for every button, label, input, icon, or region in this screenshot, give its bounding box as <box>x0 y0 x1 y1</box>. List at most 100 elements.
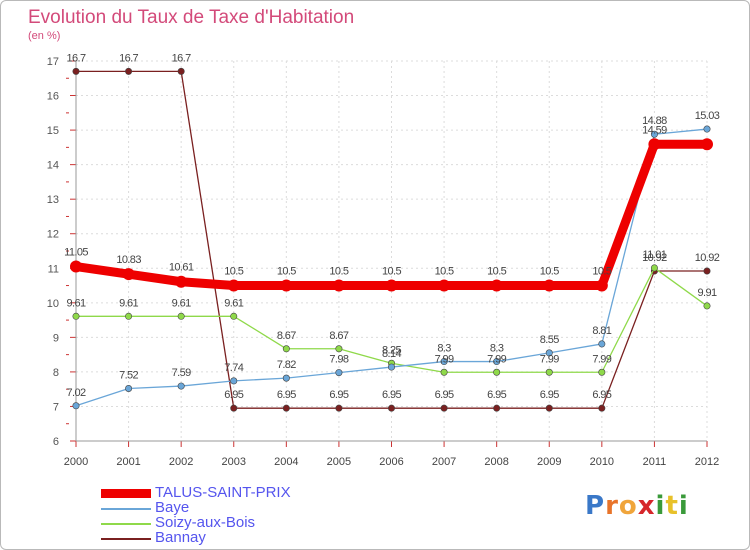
data-point <box>175 275 188 288</box>
data-label: 10.5 <box>487 266 506 278</box>
data-point <box>72 402 80 410</box>
data-point <box>125 384 133 392</box>
data-point <box>545 349 553 357</box>
x-tick-label: 2010 <box>590 456 614 468</box>
data-label: 7.74 <box>224 362 243 374</box>
y-tick-label: 12 <box>47 229 59 241</box>
data-point <box>177 312 185 320</box>
chart-unit-label: (en %) <box>28 30 61 42</box>
data-point <box>440 368 448 376</box>
data-point <box>282 374 290 382</box>
data-label: 10.5 <box>592 266 611 278</box>
data-label: 6.95 <box>592 389 611 401</box>
data-label: 8.3 <box>490 343 504 355</box>
data-label: 10.92 <box>695 252 720 264</box>
data-point <box>230 404 238 412</box>
data-label: 7.82 <box>277 359 296 371</box>
x-tick-label: 2011 <box>643 456 667 468</box>
data-label: 10.83 <box>116 254 141 266</box>
data-label: 11.05 <box>64 247 88 259</box>
y-tick-label: 16 <box>47 91 59 103</box>
data-point <box>335 369 343 377</box>
chart-title: Evolution du Taux de Taxe d'Habitation <box>28 7 355 28</box>
brand-letter: o <box>618 491 638 521</box>
legend-item: Baye <box>101 499 361 516</box>
data-label: 10.5 <box>540 266 559 278</box>
data-point <box>648 138 661 151</box>
data-label: 9.61 <box>172 297 191 309</box>
data-label: 8.55 <box>540 334 559 346</box>
data-point <box>385 279 398 292</box>
data-label: 16.7 <box>66 52 85 64</box>
data-label: 15.03 <box>695 110 720 122</box>
brand-letter: r <box>605 491 619 521</box>
data-label: 6.95 <box>540 389 559 401</box>
data-label: 10.5 <box>329 266 348 278</box>
data-label: 9.61 <box>224 297 243 309</box>
data-point <box>598 340 606 348</box>
data-label: 8.3 <box>437 343 451 355</box>
data-label: 8.81 <box>592 325 611 337</box>
data-point <box>387 363 395 371</box>
x-tick-label: 2009 <box>537 456 561 468</box>
y-tick-label: 13 <box>47 194 59 206</box>
data-label: 9.61 <box>119 297 138 309</box>
data-label: 7.02 <box>66 387 85 399</box>
legend-item: Bannay <box>101 529 361 546</box>
brand-letter: i <box>655 491 666 521</box>
data-label: 10.92 <box>642 252 667 264</box>
data-label: 6.95 <box>382 389 401 401</box>
brand-letter: P <box>585 491 606 521</box>
y-tick-label: 9 <box>53 332 59 344</box>
legend-item: TALUS-SAINT-PRIX <box>101 484 361 501</box>
legend-label: TALUS-SAINT-PRIX <box>155 484 291 501</box>
series-lines <box>70 67 713 412</box>
data-label: 9.61 <box>66 297 85 309</box>
data-label: 7.98 <box>329 354 348 366</box>
x-tick-label: 2004 <box>274 456 298 468</box>
brand-letter: t <box>665 491 679 521</box>
data-point <box>598 368 606 376</box>
data-point <box>545 404 553 412</box>
data-point <box>332 279 345 292</box>
data-point <box>598 404 606 412</box>
data-label: 16.7 <box>119 52 138 64</box>
x-tick-label: 2002 <box>169 456 193 468</box>
x-tick-label: 2001 <box>116 456 140 468</box>
data-label: 10.5 <box>277 266 296 278</box>
data-point <box>650 264 658 272</box>
data-label: 7.99 <box>592 353 611 365</box>
legend-swatch <box>101 538 151 540</box>
x-tick-label: 2012 <box>695 456 719 468</box>
legend-swatch <box>101 508 151 510</box>
data-point <box>230 377 238 385</box>
data-labels: 16.7 16.7 16.7 6.95 6.95 6.95 6.95 6.95 6.95 6.95… <box>64 52 720 401</box>
data-label: 7.52 <box>119 369 138 381</box>
data-point <box>595 279 608 292</box>
data-point <box>280 279 293 292</box>
x-tick-label: 2005 <box>327 456 351 468</box>
x-tick-label: 2008 <box>484 456 508 468</box>
data-point <box>177 67 185 75</box>
data-point <box>282 404 290 412</box>
x-tick-label: 2007 <box>432 456 456 468</box>
y-tick-label: 11 <box>48 263 59 275</box>
data-label: 10.5 <box>224 266 243 278</box>
data-label: 7.99 <box>435 353 454 365</box>
y-tick-label: 7 <box>53 401 59 413</box>
data-point <box>703 267 711 275</box>
data-label: 9.91 <box>697 287 716 299</box>
data-label: 14.59 <box>642 124 667 136</box>
data-point <box>545 368 553 376</box>
data-point <box>72 312 80 320</box>
data-label: 14.88 <box>642 115 667 127</box>
legend-item: Soizy-aux-Bois <box>101 514 361 531</box>
data-point <box>493 404 501 412</box>
data-point <box>387 404 395 412</box>
y-tick-label: 14 <box>47 160 59 172</box>
data-label: 10.5 <box>435 266 454 278</box>
data-point <box>493 368 501 376</box>
data-label: 6.95 <box>487 389 506 401</box>
data-point <box>490 279 503 292</box>
